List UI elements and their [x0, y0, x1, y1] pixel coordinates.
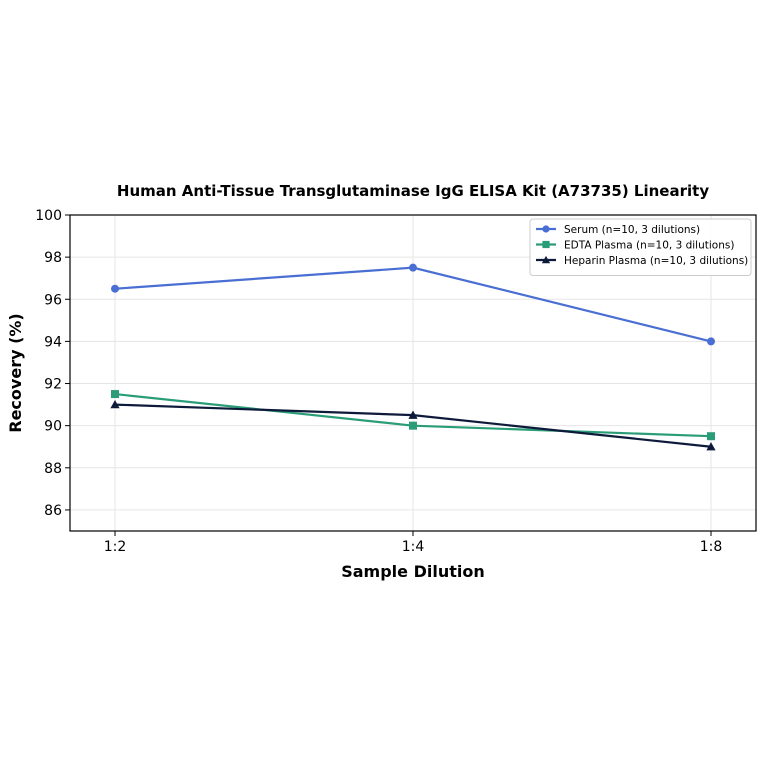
legend-item: Serum (n=10, 3 dilutions) [536, 224, 700, 236]
y-tick-label: 86 [44, 503, 62, 519]
data-point [706, 442, 716, 451]
legend-box [529, 218, 752, 276]
data-point [409, 421, 417, 430]
x-tick-label: 1:8 [700, 539, 723, 555]
series-3 [110, 400, 716, 451]
y-tick-label: 98 [44, 250, 62, 266]
x-axis-ticks: 1:2 1:4 1:8 [104, 531, 723, 555]
data-point [408, 410, 418, 419]
legend-item: EDTA Plasma (n=10, 3 dilutions) [536, 240, 734, 252]
data-point [707, 432, 715, 441]
y-tick-label: 88 [44, 461, 62, 477]
data-point [409, 263, 417, 272]
series-2 [111, 390, 715, 441]
series-1 [111, 263, 715, 346]
x-tick-label: 1:2 [104, 539, 127, 555]
x-axis-label: Sample Dilution [341, 562, 485, 581]
legend-label: EDTA Plasma (n=10, 3 dilutions) [564, 240, 734, 252]
y-tick-label: 94 [44, 334, 62, 350]
data-point [110, 400, 120, 409]
data-point [111, 390, 119, 399]
legend-marker [542, 240, 550, 249]
chart-title: Human Anti-Tissue Transglutaminase IgG E… [117, 182, 709, 200]
y-tick-label: 90 [44, 419, 62, 435]
data-point [111, 284, 119, 293]
y-axis-label: Recovery (%) [6, 313, 25, 432]
series-layer [110, 263, 716, 451]
x-tick-label: 1:4 [402, 539, 425, 555]
legend-label: Serum (n=10, 3 dilutions) [564, 224, 700, 236]
legend-item: Heparin Plasma (n=10, 3 dilutions) [536, 255, 748, 267]
legend: Serum (n=10, 3 dilutions) EDTA Plasma (n=… [529, 218, 752, 276]
legend-marker [542, 225, 550, 233]
legend-label: Heparin Plasma (n=10, 3 dilutions) [564, 255, 748, 267]
y-tick-label: 92 [44, 377, 62, 393]
y-axis-ticks: 86 88 90 92 94 96 98 100 [35, 208, 70, 519]
legend-marker [541, 255, 551, 264]
y-tick-label: 100 [35, 208, 62, 224]
y-tick-label: 96 [44, 292, 62, 308]
data-point [707, 337, 715, 346]
